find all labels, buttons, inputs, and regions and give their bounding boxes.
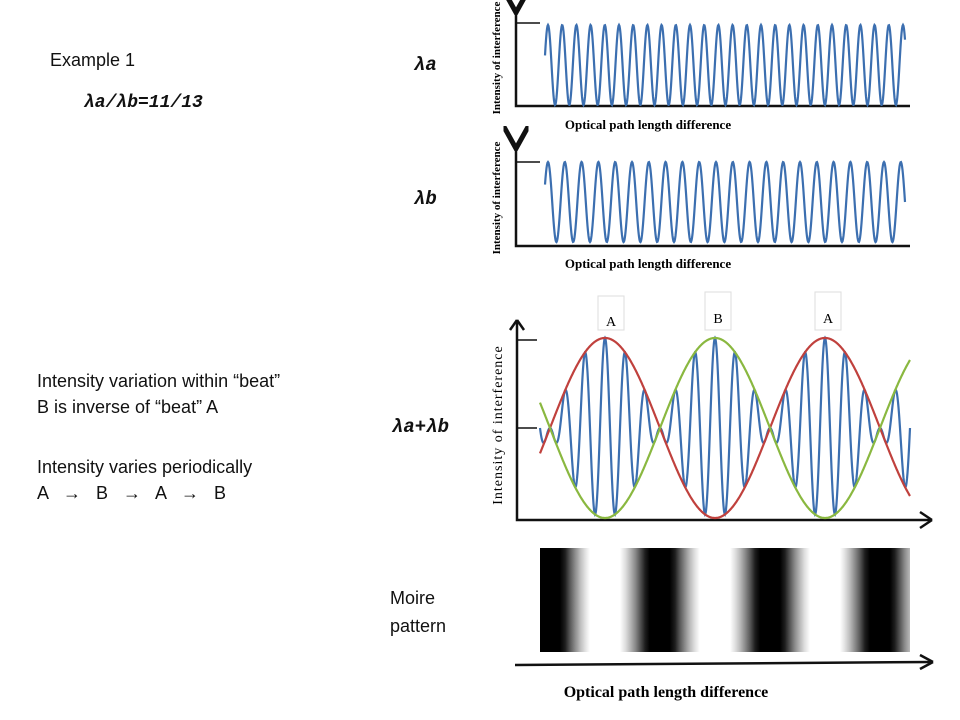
axes [510,10,934,671]
envelope-a [538,336,911,520]
moire-pattern [540,548,910,652]
note: B is inverse of “beat” A [37,397,219,417]
y-axis-label: Intensity of interference [491,141,503,254]
x-axis-label: Optical path length difference [564,684,769,701]
beat-label: A [606,315,617,330]
beat-label: A [823,312,834,327]
panel-label: λb [414,188,437,210]
beat-label: B [713,312,722,327]
note: A → B → A → B [37,483,227,503]
panel-label: Moire pattern [390,588,447,636]
envelope-b [538,336,911,520]
y-axis-label: Intensity of interference [491,1,503,114]
wave-b [543,160,907,244]
title: Example 1 [50,50,136,70]
panel-label: λa [414,54,437,76]
ratio: λa/λb=11/13 [84,93,203,113]
note: Intensity varies periodically [37,457,253,477]
y-axis-label: Intensity of interference [491,345,506,505]
wave-a [543,22,907,108]
label-boxes [597,291,842,331]
note: Intensity variation within “beat” [37,371,281,391]
panel-label: λa+λb [392,416,450,438]
x-axis-label: Optical path length difference [565,256,731,271]
x-axis-label: Optical path length difference [565,117,731,132]
